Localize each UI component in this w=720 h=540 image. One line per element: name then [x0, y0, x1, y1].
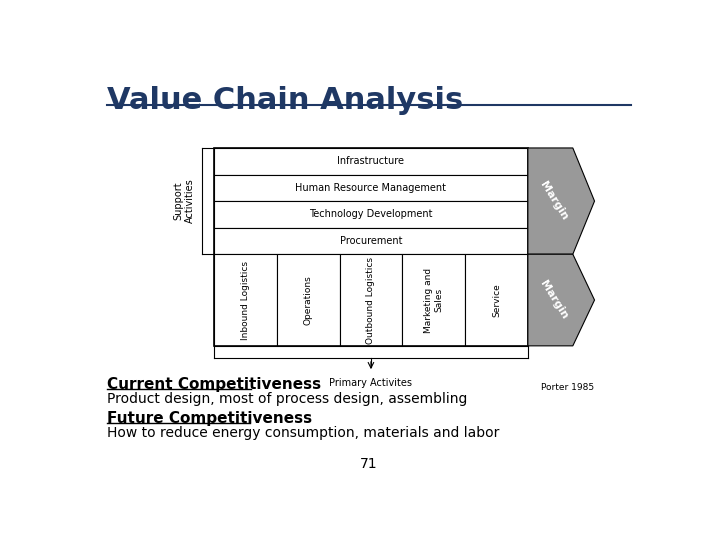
Text: Human Resource Management: Human Resource Management — [295, 183, 446, 193]
Text: Margin: Margin — [538, 279, 570, 321]
Text: 71: 71 — [360, 457, 378, 471]
Bar — [214, 148, 528, 346]
Text: Future Competitiveness: Future Competitiveness — [107, 410, 312, 426]
Bar — [214, 228, 528, 254]
Text: How to reduce energy consumption, materials and labor: How to reduce energy consumption, materi… — [107, 426, 500, 440]
Bar — [214, 254, 276, 346]
Bar — [214, 201, 528, 228]
Text: Outbound Logistics: Outbound Logistics — [366, 256, 375, 343]
Text: Marketing and
Sales: Marketing and Sales — [424, 267, 444, 333]
Text: Current Competitiveness: Current Competitiveness — [107, 377, 321, 392]
Bar — [214, 174, 528, 201]
Text: Operations: Operations — [304, 275, 312, 325]
Text: Value Chain Analysis: Value Chain Analysis — [107, 86, 463, 116]
Text: Technology Development: Technology Development — [309, 210, 433, 219]
Bar — [214, 148, 528, 174]
Bar — [276, 254, 340, 346]
Polygon shape — [528, 254, 595, 346]
Text: Porter 1985: Porter 1985 — [541, 383, 595, 392]
Text: Infrastructure: Infrastructure — [338, 156, 405, 166]
Text: Service: Service — [492, 283, 501, 317]
Text: Primary Activites: Primary Activites — [330, 378, 413, 388]
Text: Procurement: Procurement — [340, 236, 402, 246]
Bar — [402, 254, 465, 346]
Text: Margin: Margin — [538, 180, 570, 222]
Polygon shape — [528, 148, 595, 254]
Bar — [465, 254, 528, 346]
Bar — [340, 254, 402, 346]
Text: Inbound Logistics: Inbound Logistics — [241, 260, 250, 340]
Text: Support
Activities: Support Activities — [174, 179, 195, 224]
Text: Product design, most of process design, assembling: Product design, most of process design, … — [107, 392, 467, 406]
